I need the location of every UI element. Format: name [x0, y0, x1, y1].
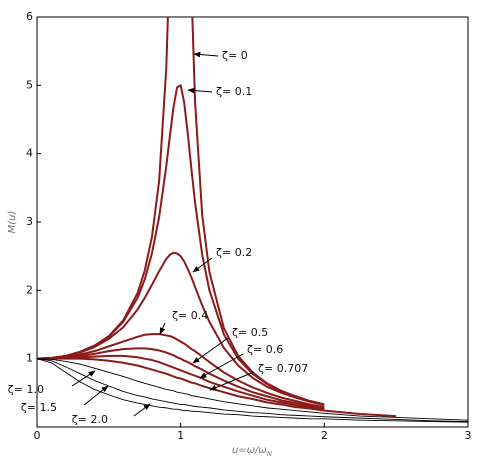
- annotation-arrow: [199, 353, 244, 379]
- series-label: ζ= 0.6: [247, 343, 283, 356]
- x-tick-label: 1: [177, 429, 184, 442]
- annotation-arrow: [71, 370, 96, 387]
- annotation-arrow: [192, 257, 213, 273]
- series-label: ζ= 0.1: [216, 85, 252, 98]
- annotation-arrow: [83, 385, 109, 406]
- x-tick-label: 2: [321, 429, 328, 442]
- plot-area: [37, 17, 468, 423]
- annotation-arrow: [192, 337, 229, 364]
- y-tick-label: 6: [26, 10, 33, 23]
- series-label: ζ= 0.4: [172, 309, 208, 322]
- annotation-arrow: [193, 51, 219, 58]
- curve: [37, 357, 397, 418]
- series-label: ζ= 0: [222, 49, 248, 62]
- y-tick-label: 3: [26, 215, 33, 228]
- curve: [37, 358, 468, 421]
- series-label: ζ= 1.0: [8, 383, 44, 396]
- curve: [37, 333, 325, 409]
- series-label: ζ= 1.5: [21, 401, 57, 414]
- y-tick-label: 2: [26, 283, 33, 296]
- series-label: ζ= 0.5: [232, 326, 268, 339]
- annotation-arrow: [133, 403, 151, 417]
- y-tick-label: 1: [26, 352, 33, 365]
- x-tick-label: 3: [465, 429, 472, 442]
- y-axis-label: M(u): [7, 211, 18, 234]
- annotation-arrow: [187, 87, 213, 94]
- curve: [37, 347, 325, 409]
- curve: [37, 358, 468, 422]
- x-axis-label: u=ω/ωN: [232, 445, 273, 458]
- annotation-arrow: [159, 322, 166, 335]
- x-axis-label-text: u=ω/ω: [232, 445, 267, 456]
- series-label: ζ= 0.707: [258, 362, 308, 375]
- plot-frame: [36, 16, 469, 428]
- x-tick-label: 0: [34, 429, 41, 442]
- curve: [37, 354, 325, 411]
- x-axis-label-subscript: N: [267, 450, 273, 458]
- annotation-arrow: [209, 371, 255, 391]
- series-label: ζ= 0.2: [216, 246, 252, 259]
- curve: [37, 84, 325, 406]
- curve: [37, 251, 325, 407]
- y-tick-label: 5: [26, 78, 33, 91]
- curve: [37, 358, 468, 423]
- y-tick-label: 4: [26, 147, 33, 160]
- series-label: ζ= 2.0: [72, 413, 108, 426]
